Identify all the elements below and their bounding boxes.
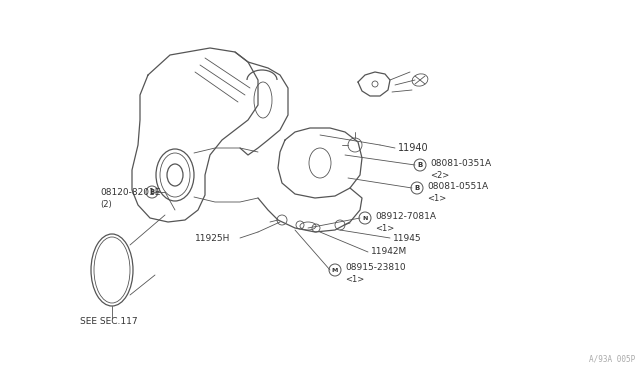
Text: B: B bbox=[417, 162, 422, 168]
Text: N: N bbox=[362, 215, 368, 221]
Text: 08081-0551A: 08081-0551A bbox=[427, 182, 488, 190]
Text: <1>: <1> bbox=[345, 276, 364, 285]
Text: <1>: <1> bbox=[427, 193, 446, 202]
Text: 11945: 11945 bbox=[393, 234, 422, 243]
Text: A/93A 005P: A/93A 005P bbox=[589, 355, 635, 364]
Text: <1>: <1> bbox=[375, 224, 394, 232]
Text: 08915-23810: 08915-23810 bbox=[345, 263, 406, 273]
Text: 08912-7081A: 08912-7081A bbox=[375, 212, 436, 221]
Text: 11940: 11940 bbox=[398, 143, 429, 153]
Text: B: B bbox=[414, 185, 420, 191]
Text: 08120-8201E: 08120-8201E bbox=[100, 187, 161, 196]
Text: (2): (2) bbox=[100, 199, 112, 208]
Text: 08081-0351A: 08081-0351A bbox=[430, 158, 491, 167]
Text: SEE SEC.117: SEE SEC.117 bbox=[80, 317, 138, 327]
Text: 11925H: 11925H bbox=[195, 234, 230, 243]
Text: B: B bbox=[149, 189, 155, 195]
Text: 11942M: 11942M bbox=[371, 247, 407, 257]
Text: M: M bbox=[332, 267, 338, 273]
Text: <2>: <2> bbox=[430, 170, 449, 180]
